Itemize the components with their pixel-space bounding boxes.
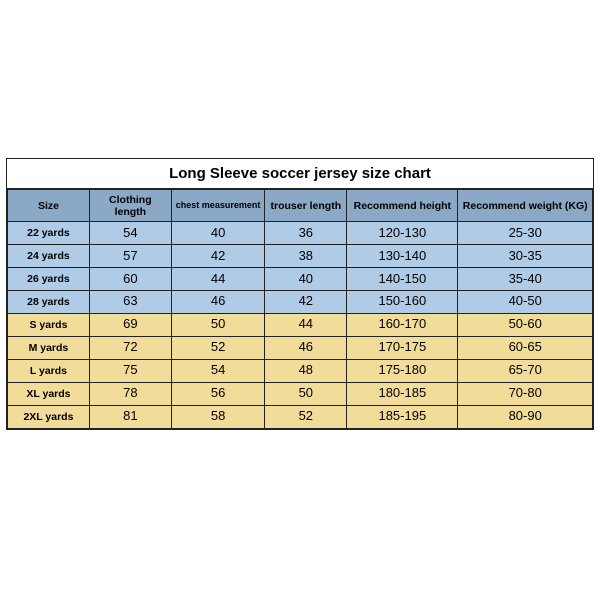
cell-value: 50 (171, 313, 265, 336)
cell-value: 42 (171, 245, 265, 268)
cell-value: 150-160 (347, 290, 458, 313)
table-row: M yards725246170-17560-65 (8, 336, 593, 359)
table-row: 22 yards544036120-13025-30 (8, 222, 593, 245)
cell-value: 140-150 (347, 268, 458, 291)
cell-value: 180-185 (347, 382, 458, 405)
cell-value: 54 (171, 359, 265, 382)
chart-title: Long Sleeve soccer jersey size chart (7, 159, 593, 189)
cell-value: 48 (265, 359, 347, 382)
cell-size: 26 yards (8, 268, 90, 291)
table-row: 2XL yards815852185-19580-90 (8, 405, 593, 428)
table-row: 24 yards574238130-14030-35 (8, 245, 593, 268)
cell-value: 46 (171, 290, 265, 313)
cell-size: S yards (8, 313, 90, 336)
cell-value: 52 (265, 405, 347, 428)
cell-value: 78 (89, 382, 171, 405)
cell-value: 40 (265, 268, 347, 291)
cell-value: 130-140 (347, 245, 458, 268)
cell-value: 25-30 (458, 222, 593, 245)
canvas: Long Sleeve soccer jersey size chart Siz… (0, 0, 600, 600)
cell-value: 44 (265, 313, 347, 336)
cell-value: 75 (89, 359, 171, 382)
cell-value: 81 (89, 405, 171, 428)
table-body: 22 yards544036120-13025-3024 yards574238… (8, 222, 593, 428)
cell-value: 40 (171, 222, 265, 245)
cell-value: 30-35 (458, 245, 593, 268)
cell-value: 60-65 (458, 336, 593, 359)
cell-value: 170-175 (347, 336, 458, 359)
cell-value: 58 (171, 405, 265, 428)
cell-value: 65-70 (458, 359, 593, 382)
table-row: XL yards785650180-18570-80 (8, 382, 593, 405)
table-row: L yards755448175-18065-70 (8, 359, 593, 382)
cell-value: 44 (171, 268, 265, 291)
cell-size: 28 yards (8, 290, 90, 313)
cell-value: 46 (265, 336, 347, 359)
cell-value: 35-40 (458, 268, 593, 291)
cell-value: 63 (89, 290, 171, 313)
table-row: S yards695044160-17050-60 (8, 313, 593, 336)
cell-value: 56 (171, 382, 265, 405)
header-weight: Recommend weight (KG) (458, 190, 593, 222)
cell-value: 120-130 (347, 222, 458, 245)
table-head: Size Clothing length chest measurement t… (8, 190, 593, 222)
cell-size: 22 yards (8, 222, 90, 245)
cell-value: 36 (265, 222, 347, 245)
cell-value: 42 (265, 290, 347, 313)
header-length: Clothing length (89, 190, 171, 222)
header-chest: chest measurement (171, 190, 265, 222)
cell-size: XL yards (8, 382, 90, 405)
cell-value: 57 (89, 245, 171, 268)
header-trouser: trouser length (265, 190, 347, 222)
cell-value: 50 (265, 382, 347, 405)
cell-value: 175-180 (347, 359, 458, 382)
cell-value: 69 (89, 313, 171, 336)
header-row: Size Clothing length chest measurement t… (8, 190, 593, 222)
cell-value: 52 (171, 336, 265, 359)
cell-value: 72 (89, 336, 171, 359)
header-size: Size (8, 190, 90, 222)
cell-value: 80-90 (458, 405, 593, 428)
cell-value: 160-170 (347, 313, 458, 336)
cell-value: 60 (89, 268, 171, 291)
cell-size: 2XL yards (8, 405, 90, 428)
header-height: Recommend height (347, 190, 458, 222)
table-row: 28 yards634642150-16040-50 (8, 290, 593, 313)
cell-value: 38 (265, 245, 347, 268)
cell-value: 40-50 (458, 290, 593, 313)
cell-size: 24 yards (8, 245, 90, 268)
size-table: Size Clothing length chest measurement t… (7, 189, 593, 429)
cell-size: M yards (8, 336, 90, 359)
cell-value: 54 (89, 222, 171, 245)
table-row: 26 yards604440140-15035-40 (8, 268, 593, 291)
cell-value: 70-80 (458, 382, 593, 405)
cell-value: 185-195 (347, 405, 458, 428)
size-chart: Long Sleeve soccer jersey size chart Siz… (6, 158, 594, 430)
cell-value: 50-60 (458, 313, 593, 336)
cell-size: L yards (8, 359, 90, 382)
